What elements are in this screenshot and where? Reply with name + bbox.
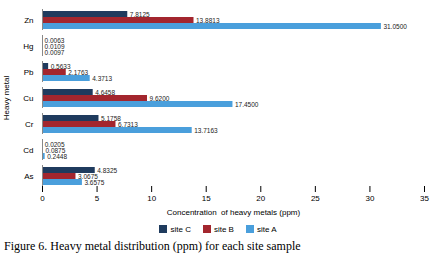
svg-text:4.8325: 4.8325: [97, 167, 117, 174]
svg-text:35: 35: [420, 194, 429, 203]
svg-text:5.1758: 5.1758: [101, 114, 121, 122]
svg-text:9.6200: 9.6200: [149, 95, 169, 102]
html-text:site B: site B: [213, 224, 234, 234]
svg-text:17.4500: 17.4500: [235, 101, 259, 108]
svg-text:0.0875: 0.0875: [45, 146, 66, 154]
svg-text:3.0675: 3.0675: [78, 172, 98, 180]
svg-text:Concentration of heavy metals: Concentration of heavy metals (ppm): [167, 208, 301, 217]
svg-text:5: 5: [95, 194, 100, 203]
svg-text:Cu: Cu: [23, 94, 33, 103]
html-text:site A: site A: [256, 224, 277, 234]
svg-text:4.6458: 4.6458: [95, 89, 115, 96]
svg-text:15: 15: [202, 194, 211, 203]
svg-text:Hg: Hg: [23, 42, 33, 51]
svg-text:Heavy metal: Heavy metal: [2, 76, 11, 121]
svg-text:31.0500: 31.0500: [383, 23, 407, 30]
svg-text:30: 30: [365, 194, 374, 203]
svg-text:20: 20: [256, 194, 265, 203]
svg-text:Cr: Cr: [25, 120, 34, 129]
svg-text:Zn: Zn: [24, 16, 33, 25]
svg-text:0.0205: 0.0205: [44, 140, 65, 148]
svg-text:3.6575: 3.6575: [84, 179, 104, 186]
svg-text:4.3713: 4.3713: [92, 75, 112, 82]
svg-text:7.8125: 7.8125: [130, 11, 150, 18]
svg-text:Pb: Pb: [24, 68, 34, 77]
svg-text:2.1763: 2.1763: [68, 69, 88, 76]
svg-text:0.0097: 0.0097: [45, 49, 65, 56]
svg-text:13.8813: 13.8813: [196, 17, 220, 24]
svg-text:6.7313: 6.7313: [118, 121, 138, 128]
svg-text:25: 25: [311, 194, 320, 203]
svg-text:13.7163: 13.7163: [194, 127, 218, 134]
svg-text:10: 10: [147, 194, 156, 203]
html-text:site C: site C: [170, 224, 191, 234]
svg-text:0.0109: 0.0109: [44, 42, 65, 50]
svg-text:As: As: [24, 172, 33, 181]
svg-text:Cd: Cd: [23, 146, 33, 155]
svg-text:0: 0: [40, 194, 45, 203]
html-text:Figure 6. Heavy metal distribu: Figure 6. Heavy metal distribution (ppm)…: [4, 239, 301, 253]
svg-text:0.5633: 0.5633: [50, 62, 71, 70]
svg-text:0.0063: 0.0063: [44, 36, 65, 44]
svg-text:0.2448: 0.2448: [47, 153, 67, 160]
